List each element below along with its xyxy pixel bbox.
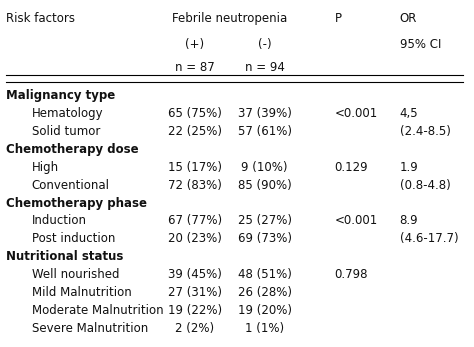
Text: Mild Malnutrition: Mild Malnutrition — [32, 286, 131, 299]
Text: 37 (39%): 37 (39%) — [237, 107, 292, 120]
Text: 25 (27%): 25 (27%) — [237, 214, 292, 228]
Text: (+): (+) — [185, 37, 204, 51]
Text: 4,5: 4,5 — [400, 107, 419, 120]
Text: Chemotherapy dose: Chemotherapy dose — [6, 143, 139, 156]
Text: 27 (31%): 27 (31%) — [168, 286, 222, 299]
Text: 26 (28%): 26 (28%) — [237, 286, 292, 299]
Text: (0.8-4.8): (0.8-4.8) — [400, 179, 450, 192]
Text: OR: OR — [400, 12, 417, 25]
Text: Chemotherapy phase: Chemotherapy phase — [6, 196, 147, 210]
Text: Conventional: Conventional — [32, 179, 109, 192]
Text: 22 (25%): 22 (25%) — [168, 125, 222, 138]
Text: Nutritional status: Nutritional status — [6, 250, 123, 263]
Text: 19 (22%): 19 (22%) — [168, 304, 222, 317]
Text: 39 (45%): 39 (45%) — [168, 268, 222, 281]
Text: 0.798: 0.798 — [335, 268, 368, 281]
Text: Well nourished: Well nourished — [32, 268, 119, 281]
Text: 85 (90%): 85 (90%) — [238, 179, 292, 192]
Text: 65 (75%): 65 (75%) — [168, 107, 222, 120]
Text: P: P — [335, 12, 341, 25]
Text: 95% CI: 95% CI — [400, 37, 441, 51]
Text: Induction: Induction — [32, 214, 87, 228]
Text: 2 (2%): 2 (2%) — [175, 322, 214, 335]
Text: Risk factors: Risk factors — [6, 12, 75, 25]
Text: 19 (20%): 19 (20%) — [237, 304, 292, 317]
Text: 72 (83%): 72 (83%) — [168, 179, 222, 192]
Text: Severe Malnutrition: Severe Malnutrition — [32, 322, 148, 335]
Text: High: High — [32, 161, 59, 174]
Text: 8.9: 8.9 — [400, 214, 419, 228]
Text: 1.9: 1.9 — [400, 161, 419, 174]
Text: 67 (77%): 67 (77%) — [168, 214, 222, 228]
Text: Post induction: Post induction — [32, 232, 115, 245]
Text: <0.001: <0.001 — [335, 107, 378, 120]
Text: n = 94: n = 94 — [245, 61, 284, 74]
Text: Febrile neutropenia: Febrile neutropenia — [172, 12, 287, 25]
Text: 69 (73%): 69 (73%) — [237, 232, 292, 245]
Text: 20 (23%): 20 (23%) — [168, 232, 222, 245]
Text: (2.4-8.5): (2.4-8.5) — [400, 125, 451, 138]
Text: 9 (10%): 9 (10%) — [241, 161, 288, 174]
Text: Hematology: Hematology — [32, 107, 103, 120]
Text: (-): (-) — [258, 37, 272, 51]
Text: Solid tumor: Solid tumor — [32, 125, 100, 138]
Text: n = 87: n = 87 — [175, 61, 215, 74]
Text: 15 (17%): 15 (17%) — [168, 161, 222, 174]
Text: 1 (1%): 1 (1%) — [245, 322, 284, 335]
Text: <0.001: <0.001 — [335, 214, 378, 228]
Text: 57 (61%): 57 (61%) — [237, 125, 292, 138]
Text: Malignancy type: Malignancy type — [6, 89, 115, 102]
Text: 48 (51%): 48 (51%) — [237, 268, 292, 281]
Text: (4.6-17.7): (4.6-17.7) — [400, 232, 458, 245]
Text: Moderate Malnutrition: Moderate Malnutrition — [32, 304, 164, 317]
Text: 0.129: 0.129 — [335, 161, 368, 174]
